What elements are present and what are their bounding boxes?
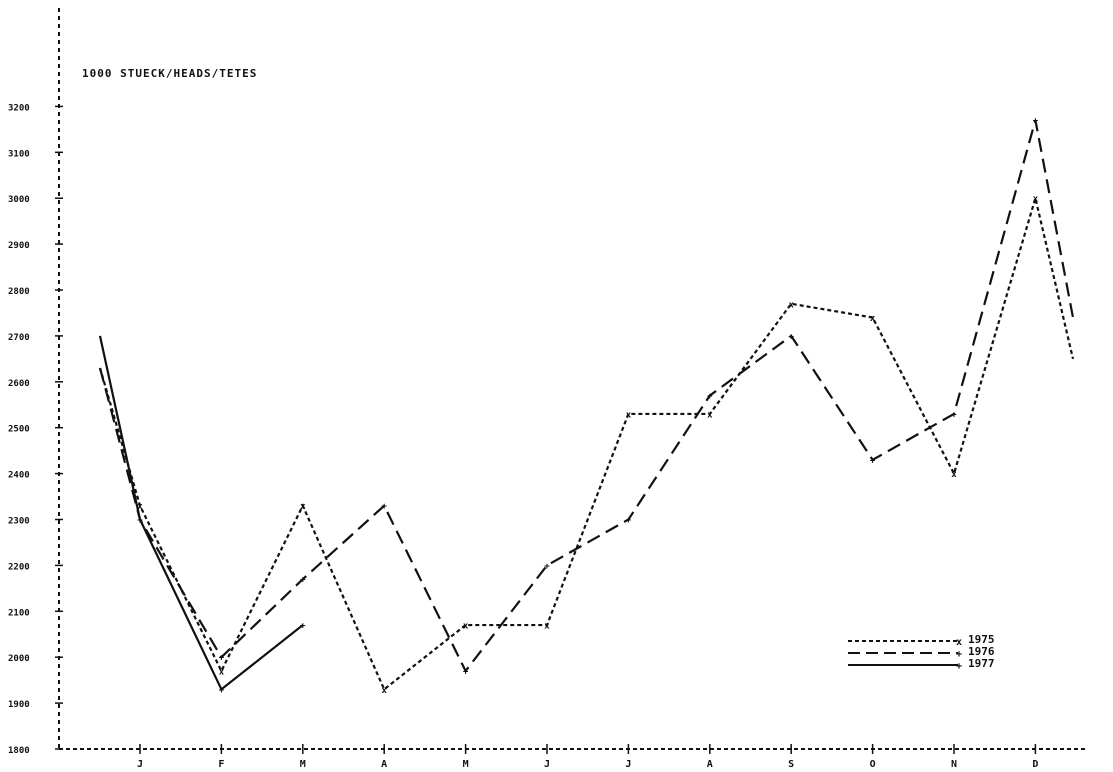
series-point-1975: x xyxy=(219,667,225,677)
y-tick-label: 2400 xyxy=(8,471,30,481)
series-point-1976: + xyxy=(870,456,876,466)
legend-label-1975: 1975 xyxy=(968,633,995,646)
x-tick-label: N xyxy=(951,759,957,770)
chart-axes xyxy=(58,8,1085,750)
y-tick-label: 2700 xyxy=(8,333,30,343)
x-tick-label: A xyxy=(381,759,387,770)
series-line-1977 xyxy=(98,335,304,692)
series-point-1975: x xyxy=(870,314,876,324)
x-tick-label: J xyxy=(544,759,550,770)
series-point-1976: + xyxy=(381,502,387,512)
x-tick-label: D xyxy=(1032,759,1038,770)
series-point-1976: + xyxy=(544,562,550,572)
series-line-1976 xyxy=(98,119,1075,674)
series-point-1975: x xyxy=(788,300,794,310)
svg-text:+: + xyxy=(956,661,962,671)
series-point-1976: + xyxy=(463,667,469,677)
x-tick-label: M xyxy=(300,759,306,770)
y-tick-label: 2300 xyxy=(8,517,30,527)
y-tick-label: 3200 xyxy=(8,103,30,113)
series-point-1975: x xyxy=(300,502,306,512)
legend-swatch-1977: + xyxy=(848,661,962,671)
legend-item-1976: + 1976 xyxy=(848,645,1048,659)
y-tick-label: 2200 xyxy=(8,562,30,572)
y-tick-label: 2600 xyxy=(8,379,30,389)
legend-label-1977: 1977 xyxy=(968,657,995,670)
series-point-1976: + xyxy=(707,392,713,402)
svg-text:x: x xyxy=(956,637,962,647)
series-point-1976: + xyxy=(1033,117,1039,127)
y-tick-label: 2500 xyxy=(8,425,30,435)
y-tick-label: 3000 xyxy=(8,195,30,205)
legend-label-1976: 1976 xyxy=(968,645,995,658)
series-point-1975: x xyxy=(381,686,387,696)
series-point-1975: x xyxy=(544,622,550,632)
series-point-1976: + xyxy=(788,332,794,342)
legend-item-1977: + 1977 xyxy=(848,657,1048,671)
y-tick-label: 3100 xyxy=(8,149,30,159)
series-point-1977: + xyxy=(300,622,306,632)
x-tick-label: A xyxy=(707,759,713,770)
x-tick-label: J xyxy=(137,759,143,770)
legend-swatch-1976: + xyxy=(848,649,962,659)
x-tick-label: M xyxy=(463,759,469,770)
y-tick-label: 2800 xyxy=(8,287,30,297)
series-point-1975: x xyxy=(951,470,957,480)
series-line-1975 xyxy=(98,193,1075,692)
x-tick-label: J xyxy=(625,759,631,770)
series-point-1976: + xyxy=(300,576,306,586)
series-point-1975: x xyxy=(626,410,632,420)
chart-legend: x 1975 + 1976 + 1977 xyxy=(848,633,1048,671)
series-point-1975: x xyxy=(1033,195,1039,205)
y-tick-label: 2900 xyxy=(8,241,30,251)
y-axis-ticks: 1800 1900 2000 2100 2200 2300 2400 2500 2600 2700… xyxy=(8,103,63,756)
x-tick-label: S xyxy=(788,759,794,770)
y-tick-label: 2000 xyxy=(8,654,30,664)
y-tick-label: 2100 xyxy=(8,608,30,618)
svg-text:+: + xyxy=(956,649,962,659)
series-point-1975: x xyxy=(707,410,713,420)
series-point-1977: + xyxy=(219,686,225,696)
y-tick-label: 1900 xyxy=(8,700,30,710)
series-point-1975: x xyxy=(463,622,469,632)
legend-swatch-1975: x xyxy=(848,637,962,647)
x-tick-label: O xyxy=(870,759,876,770)
x-tick-label: F xyxy=(218,759,224,770)
legend-item-1975: x 1975 xyxy=(848,633,1048,647)
series-point-1976: + xyxy=(219,654,225,664)
series-point-1976: + xyxy=(951,410,957,420)
y-axis-unit-label: 1000 STUECK/HEADS/TETES xyxy=(82,67,258,80)
series-point-1975: x xyxy=(137,502,143,512)
chart-series: x x x x x x x x x x x x + + + + + + + + + + + + + + + xyxy=(98,117,1075,696)
series-point-1977: + xyxy=(137,516,143,526)
y-tick-label: 1800 xyxy=(8,746,30,756)
series-point-1976: + xyxy=(626,516,632,526)
